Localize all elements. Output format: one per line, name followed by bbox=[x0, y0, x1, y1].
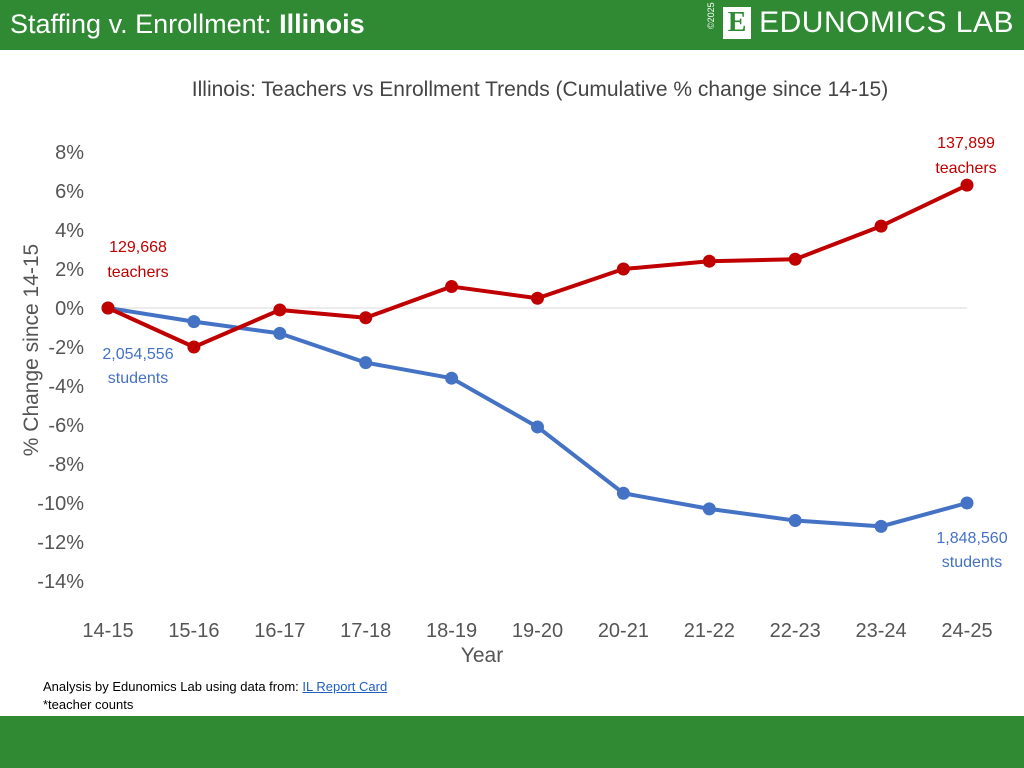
y-axis-label: % Change since 14-15 bbox=[20, 244, 43, 456]
students-point bbox=[616, 486, 630, 500]
y-tick-label: -8% bbox=[48, 454, 84, 476]
x-tick-label: 23-24 bbox=[856, 620, 907, 642]
teachers-point bbox=[702, 254, 716, 268]
students-line bbox=[107, 306, 968, 529]
source-prefix: Analysis by Edunomics Lab using data fro… bbox=[43, 679, 303, 694]
teachers-point bbox=[445, 280, 459, 294]
students-start-count: 2,054,556 bbox=[102, 346, 173, 363]
footer-bar bbox=[0, 716, 1024, 768]
title-prefix: Staffing v. Enrollment: bbox=[10, 9, 280, 39]
students-point bbox=[445, 371, 459, 385]
source-link[interactable]: IL Report Card bbox=[302, 679, 388, 694]
students-point bbox=[874, 519, 888, 533]
teachers-line bbox=[107, 183, 968, 349]
logo-name: EDUNOMICS LAB bbox=[759, 6, 1014, 39]
teachers-point bbox=[359, 311, 373, 325]
x-tick-label: 19-20 bbox=[512, 620, 563, 642]
edunomics-logo: ©2025 E EDUNOMICS LAB bbox=[705, 2, 1014, 40]
students-start-unit: students bbox=[108, 370, 168, 387]
footnote: *teacher counts bbox=[43, 697, 134, 712]
y-tick-label: 4% bbox=[55, 220, 84, 242]
chart-title: Illinois: Teachers vs Enrollment Trends … bbox=[192, 78, 888, 101]
teachers-end-unit: teachers bbox=[935, 160, 996, 177]
y-tick-label: 8% bbox=[55, 142, 84, 164]
y-tick-label: 2% bbox=[55, 259, 84, 281]
y-tick-label: -12% bbox=[37, 532, 84, 554]
y-tick-label: -14% bbox=[37, 571, 84, 593]
logo-e-icon: E bbox=[723, 7, 752, 39]
students-point bbox=[531, 420, 544, 434]
x-tick-label: 22-23 bbox=[770, 620, 821, 642]
source-note: Analysis by Edunomics Lab using data fro… bbox=[43, 679, 387, 694]
y-tick-label: 6% bbox=[55, 181, 84, 203]
y-tick-label: -2% bbox=[48, 337, 84, 359]
students-point bbox=[187, 315, 201, 329]
teachers-point bbox=[788, 252, 802, 266]
students-point bbox=[359, 356, 373, 370]
teachers-point bbox=[101, 301, 115, 315]
teachers-start-count: 129,668 bbox=[109, 239, 167, 256]
students-point bbox=[960, 496, 974, 510]
teachers-point bbox=[531, 291, 544, 305]
students-end-count: 1,848,560 bbox=[936, 530, 1007, 547]
header-bar: Staffing v. Enrollment: Illinois ©2025 E… bbox=[0, 0, 1024, 50]
teachers-start-unit: teachers bbox=[107, 264, 168, 281]
title-state: Illinois bbox=[279, 9, 365, 39]
teachers-point bbox=[273, 303, 287, 317]
students-end-unit: students bbox=[942, 554, 1002, 571]
x-tick-label: 20-21 bbox=[598, 620, 649, 642]
x-tick-label: 24-25 bbox=[941, 620, 992, 642]
x-tick-label: 17-18 bbox=[340, 620, 391, 642]
teachers-point bbox=[616, 262, 630, 276]
x-tick-label: 18-19 bbox=[426, 620, 477, 642]
y-tick-label: -6% bbox=[48, 415, 84, 437]
students-point bbox=[788, 514, 802, 528]
x-tick-label: 21-22 bbox=[684, 620, 735, 642]
y-tick-label: 0% bbox=[55, 298, 84, 320]
x-tick-label: 14-15 bbox=[82, 620, 133, 642]
students-point bbox=[273, 326, 287, 340]
y-tick-label: -4% bbox=[48, 376, 84, 398]
teachers-point bbox=[874, 219, 888, 233]
teachers-end-count: 137,899 bbox=[937, 135, 995, 152]
x-tick-label: 16-17 bbox=[254, 620, 305, 642]
y-tick-label: -10% bbox=[37, 493, 84, 515]
x-axis-label: Year bbox=[461, 644, 503, 667]
x-tick-label: 15-16 bbox=[168, 620, 219, 642]
teachers-point bbox=[960, 178, 974, 192]
teachers-point bbox=[187, 340, 201, 354]
slide-title: Staffing v. Enrollment: Illinois bbox=[10, 9, 365, 40]
students-point bbox=[702, 502, 716, 516]
